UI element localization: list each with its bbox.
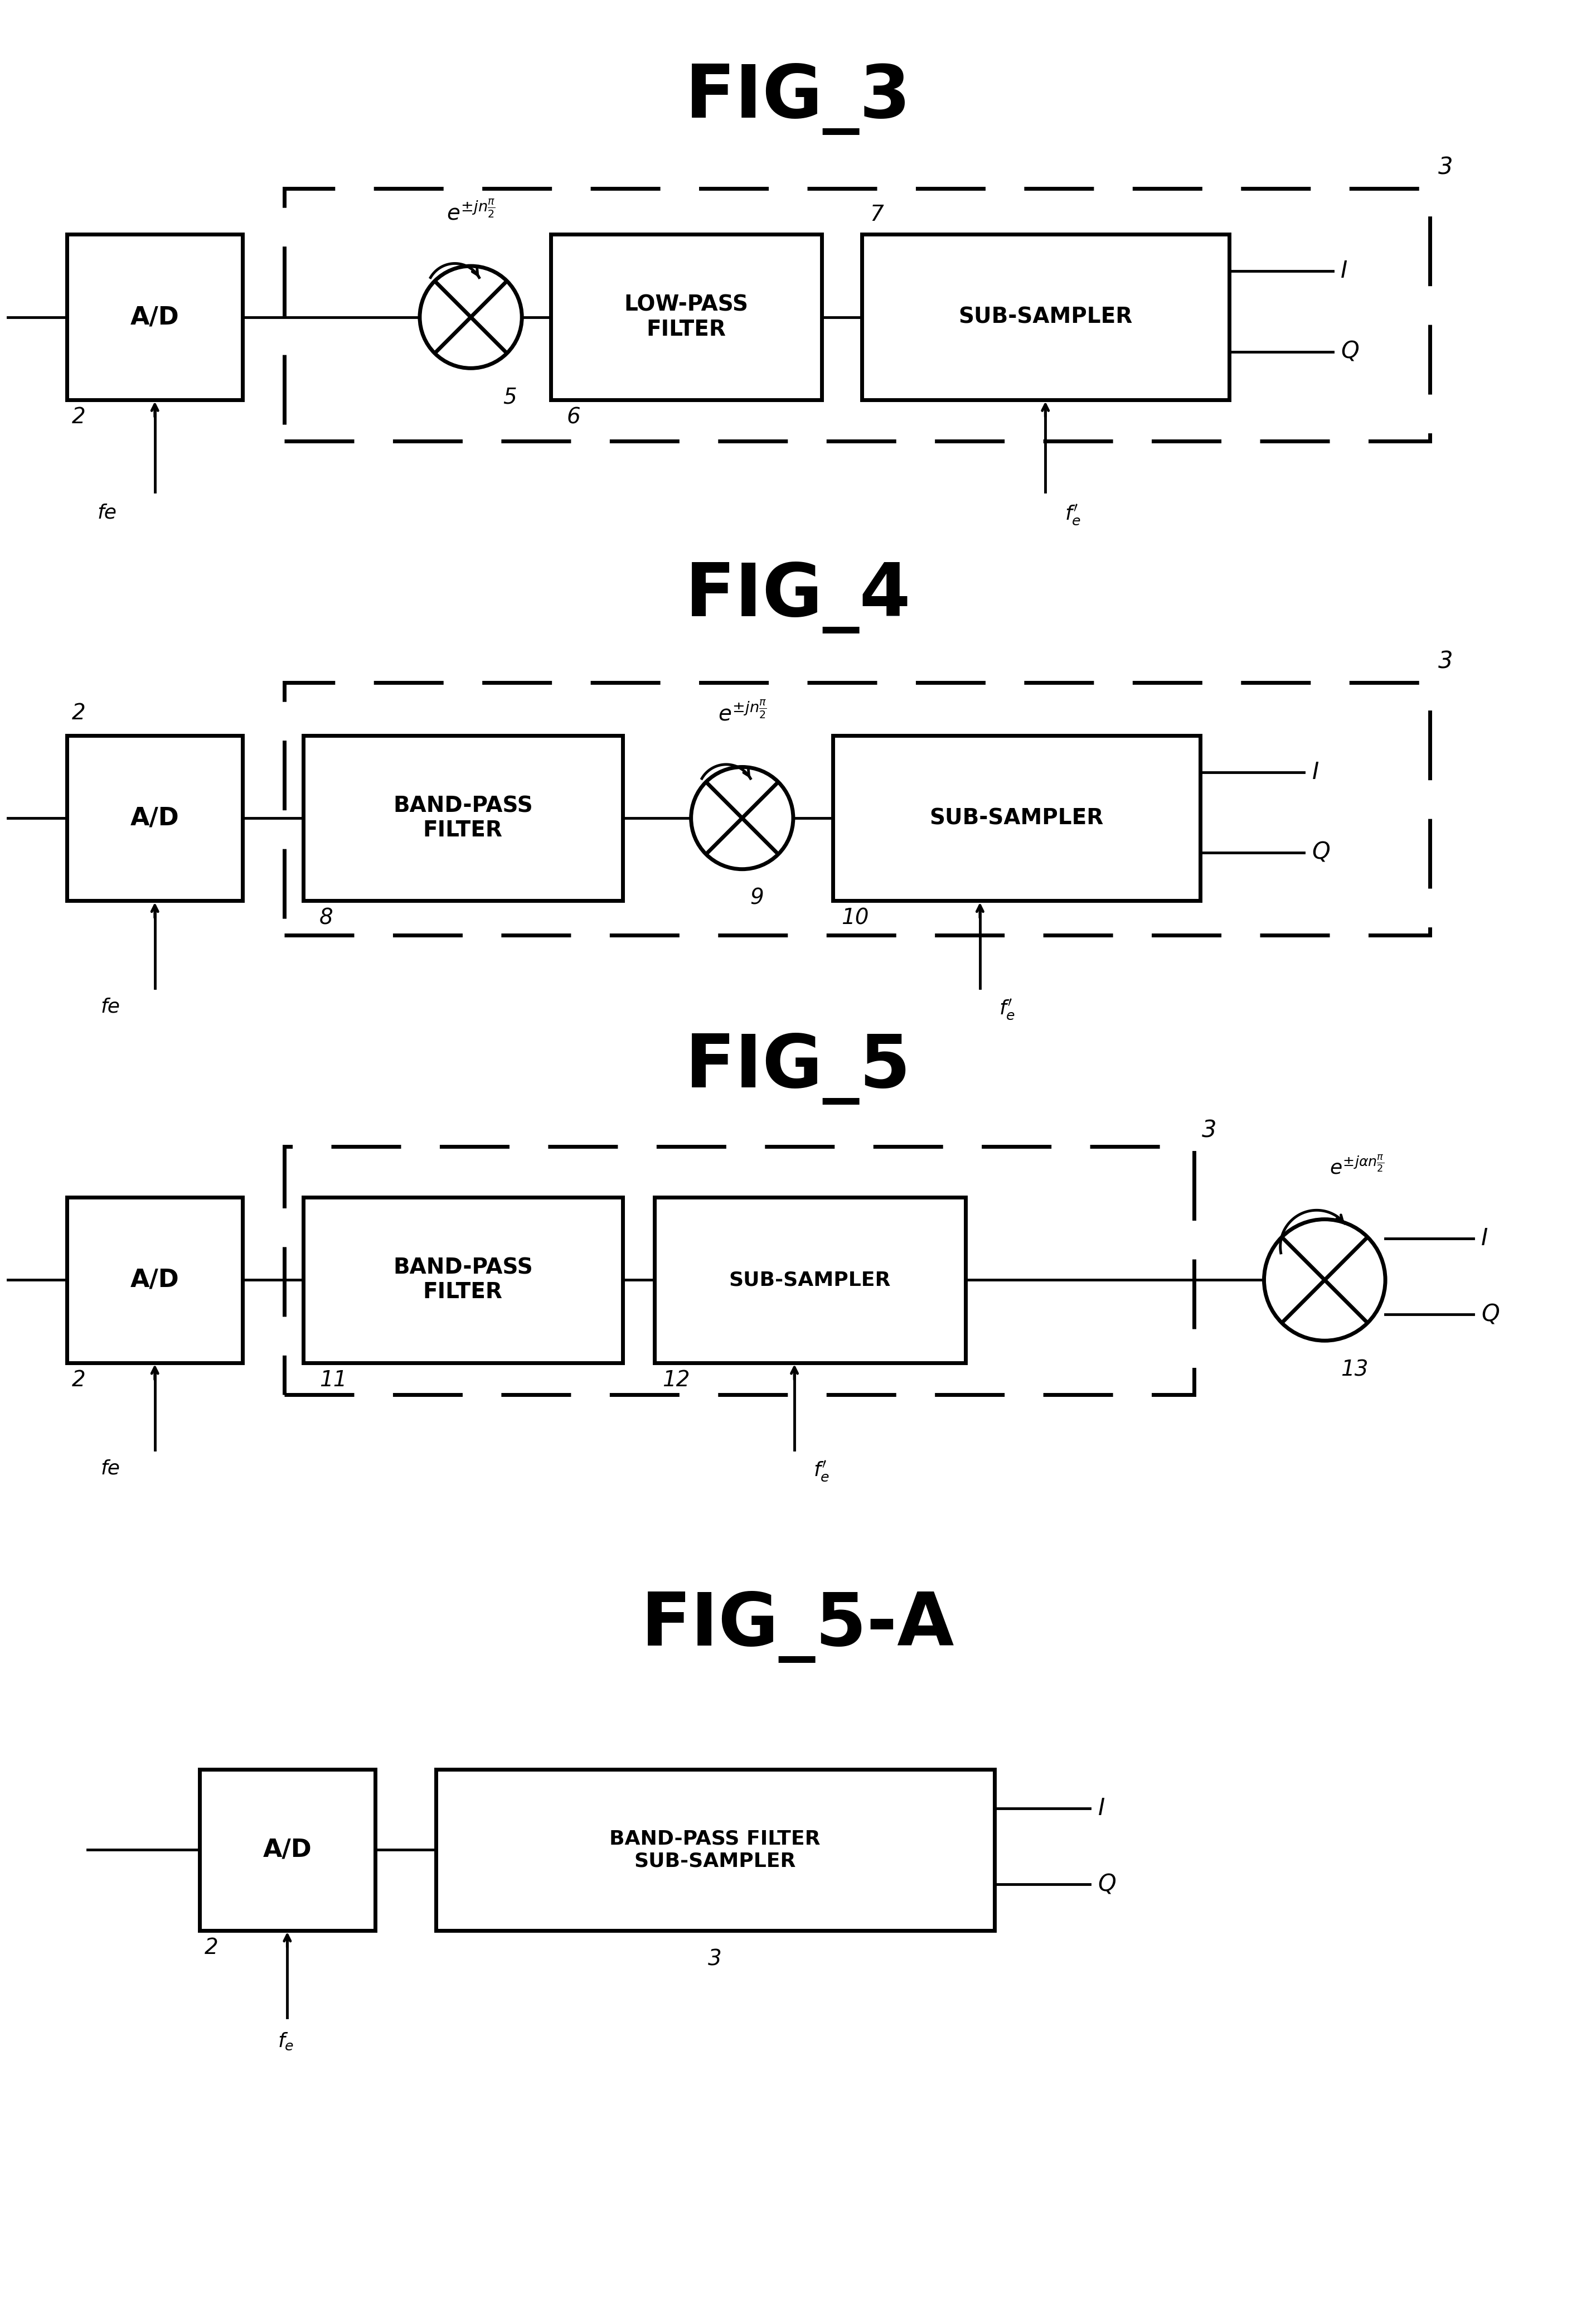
Text: A/D: A/D: [131, 1268, 179, 1291]
Bar: [200, 1769, 375, 1930]
Text: SUB-SAMPLER: SUB-SAMPLER: [958, 306, 1133, 329]
Text: $f_e$: $f_e$: [278, 2031, 294, 2052]
Ellipse shape: [1264, 1220, 1385, 1340]
Text: 2: 2: [72, 703, 86, 724]
Text: 12: 12: [662, 1370, 689, 1390]
Text: Q: Q: [1312, 841, 1329, 864]
Text: Q: Q: [1341, 340, 1358, 363]
Text: $f_e'$: $f_e'$: [999, 997, 1015, 1020]
Text: 8: 8: [319, 908, 334, 928]
Text: 6: 6: [567, 407, 581, 427]
Text: Q: Q: [1098, 1873, 1116, 1896]
Text: I: I: [1098, 1797, 1104, 1820]
Text: Q: Q: [1481, 1303, 1499, 1326]
Text: A/D: A/D: [263, 1838, 311, 1861]
Bar: [833, 735, 1200, 901]
Text: fe: fe: [101, 997, 120, 1016]
Bar: [436, 1769, 994, 1930]
Bar: [284, 1147, 1194, 1395]
Bar: [284, 683, 1430, 935]
Text: 7: 7: [870, 205, 884, 225]
Text: 5: 5: [503, 386, 517, 407]
Text: $e^{\pm jn\frac{\pi}{2}}$: $e^{\pm jn\frac{\pi}{2}}$: [718, 701, 766, 726]
Text: SUB-SAMPLER: SUB-SAMPLER: [929, 807, 1104, 830]
Bar: [284, 188, 1430, 441]
Text: 2: 2: [72, 1370, 86, 1390]
Text: FIG_4: FIG_4: [685, 561, 911, 634]
Text: 11: 11: [319, 1370, 346, 1390]
Text: FIG_3: FIG_3: [685, 62, 911, 136]
Text: 2: 2: [72, 407, 86, 427]
Text: LOW-PASS
FILTER: LOW-PASS FILTER: [624, 294, 749, 340]
Text: 9: 9: [750, 887, 764, 908]
Text: BAND-PASS FILTER
SUB-SAMPLER: BAND-PASS FILTER SUB-SAMPLER: [610, 1829, 820, 1871]
Bar: [862, 234, 1229, 400]
Text: 13: 13: [1341, 1358, 1368, 1381]
Bar: [303, 1197, 622, 1363]
Text: I: I: [1341, 260, 1347, 283]
Text: 10: 10: [841, 908, 868, 928]
Ellipse shape: [420, 267, 522, 368]
Text: $e^{\pm jn\frac{\pi}{2}}$: $e^{\pm jn\frac{\pi}{2}}$: [447, 200, 495, 225]
Text: $f_e'$: $f_e'$: [1065, 503, 1080, 526]
Bar: [551, 234, 822, 400]
Text: fe: fe: [101, 1459, 120, 1478]
Text: $f_e'$: $f_e'$: [814, 1459, 830, 1482]
Text: 2: 2: [204, 1937, 219, 1958]
Bar: [67, 735, 243, 901]
Bar: [654, 1197, 966, 1363]
Text: FIG_5-A: FIG_5-A: [642, 1590, 954, 1664]
Text: FIG_5: FIG_5: [685, 1032, 911, 1105]
Text: 3: 3: [1438, 156, 1452, 179]
Text: fe: fe: [97, 503, 117, 522]
Bar: [67, 234, 243, 400]
Text: 3: 3: [1438, 650, 1452, 673]
Text: $e^{\pm j\alpha n\frac{\pi}{2}}$: $e^{\pm j\alpha n\frac{\pi}{2}}$: [1329, 1156, 1384, 1179]
Text: I: I: [1481, 1227, 1487, 1250]
Text: SUB-SAMPLER: SUB-SAMPLER: [729, 1271, 891, 1289]
Ellipse shape: [691, 768, 793, 869]
Text: 3: 3: [1202, 1119, 1216, 1142]
Text: I: I: [1312, 761, 1318, 784]
Bar: [303, 735, 622, 901]
Text: 3: 3: [709, 1949, 721, 1969]
Text: A/D: A/D: [131, 306, 179, 329]
Bar: [67, 1197, 243, 1363]
Text: BAND-PASS
FILTER: BAND-PASS FILTER: [393, 1257, 533, 1303]
Text: BAND-PASS
FILTER: BAND-PASS FILTER: [393, 795, 533, 841]
Text: A/D: A/D: [131, 807, 179, 830]
